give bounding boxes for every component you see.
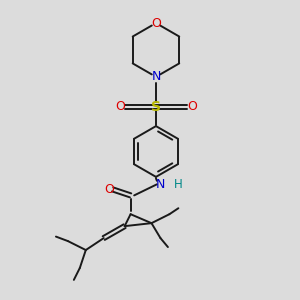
Text: S: S xyxy=(151,100,161,114)
Text: O: O xyxy=(115,100,125,113)
Text: O: O xyxy=(187,100,197,113)
Text: N: N xyxy=(151,70,161,83)
Text: O: O xyxy=(151,16,161,30)
Text: N: N xyxy=(156,178,165,191)
Text: H: H xyxy=(174,178,183,191)
Text: O: O xyxy=(105,183,115,196)
